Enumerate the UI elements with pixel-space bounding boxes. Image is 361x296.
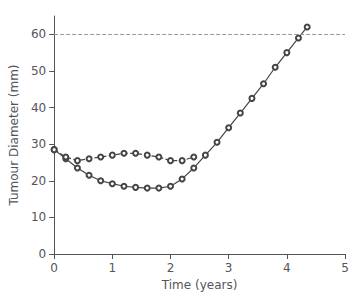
svg-text:30: 30 — [31, 137, 46, 151]
svg-text:50: 50 — [31, 64, 46, 78]
svg-text:60: 60 — [31, 27, 46, 41]
svg-text:0: 0 — [50, 261, 58, 275]
svg-text:1: 1 — [109, 261, 117, 275]
svg-text:5: 5 — [341, 261, 349, 275]
svg-text:20: 20 — [31, 174, 46, 188]
svg-text:10: 10 — [31, 210, 46, 224]
svg-text:Tumour Diameter (mm): Tumour Diameter (mm) — [7, 64, 21, 206]
svg-text:2: 2 — [167, 261, 175, 275]
svg-text:40: 40 — [31, 101, 46, 115]
svg-text:Time (years): Time (years) — [161, 278, 238, 292]
svg-text:3: 3 — [225, 261, 233, 275]
svg-text:0: 0 — [39, 247, 47, 261]
svg-text:4: 4 — [283, 261, 291, 275]
